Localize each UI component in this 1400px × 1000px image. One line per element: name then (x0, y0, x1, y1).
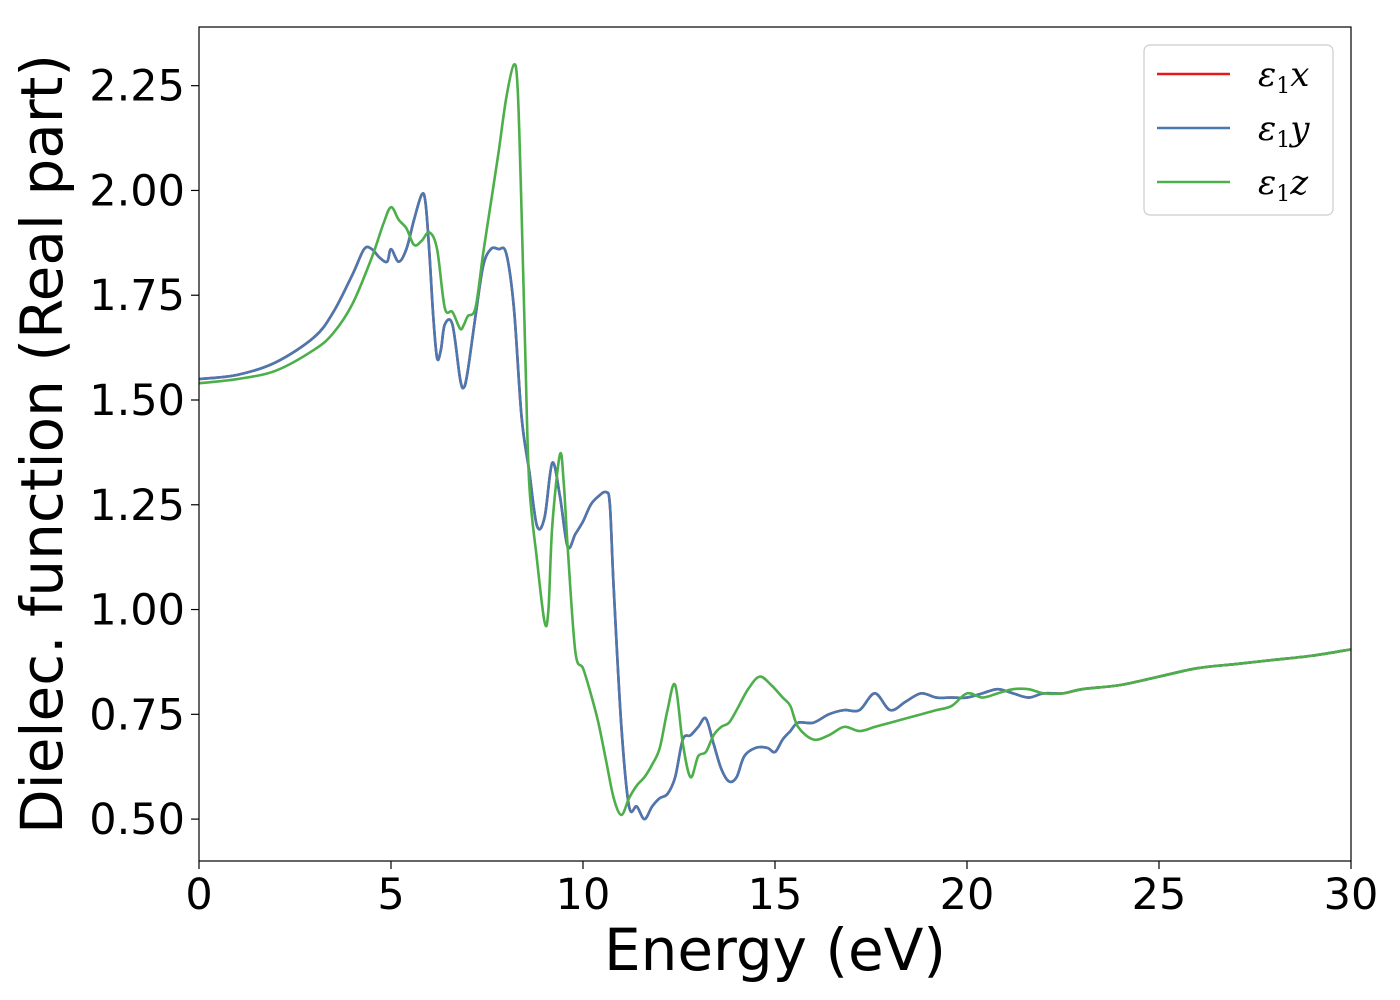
series-line-x (198, 192, 1352, 821)
legend-label-y: ε1y (1258, 109, 1310, 153)
series-line-z (198, 63, 1352, 817)
x-tick-label: 0 (185, 870, 212, 920)
x-tick-label: 15 (748, 870, 803, 920)
y-tick-label: 1.50 (89, 376, 185, 426)
y-tick-label: 1.00 (89, 586, 185, 636)
x-tick-label: 20 (940, 870, 995, 920)
series-layer (198, 63, 1352, 821)
legend-label-x: ε1x (1258, 55, 1309, 99)
y-axis: 0.50 0.75 1.00 1.25 1.50 1.75 2.00 2.25 (89, 62, 199, 845)
y-tick-label: 2.25 (89, 62, 185, 112)
legend: ε1x ε1y ε1z (1143, 44, 1334, 216)
y-tick-label: 2.00 (89, 166, 185, 216)
x-axis-title: Energy (eV) (604, 916, 946, 984)
x-tick-label: 10 (556, 870, 611, 920)
y-axis-title: Dielec. function (Real part) (8, 54, 76, 834)
y-tick-label: 1.25 (89, 481, 185, 531)
series-line-y (198, 192, 1352, 821)
y-tick-label: 0.50 (89, 795, 185, 845)
x-tick-label: 30 (1324, 870, 1379, 920)
legend-label-z: ε1z (1258, 163, 1309, 207)
x-tick-label: 25 (1132, 870, 1187, 920)
legend-frame (1143, 44, 1334, 216)
x-tick-label: 5 (377, 870, 404, 920)
y-tick-label: 0.75 (89, 690, 185, 740)
x-axis: 0 5 10 15 20 25 30 (185, 861, 1378, 920)
y-tick-label: 1.75 (89, 271, 185, 321)
